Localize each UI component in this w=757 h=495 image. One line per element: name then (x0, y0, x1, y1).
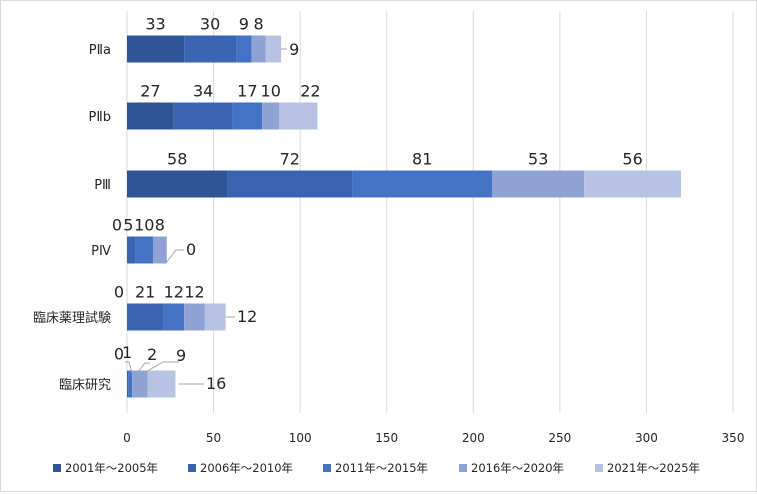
data-label-1-3: 10 (261, 82, 281, 101)
legend: 2001年～2005年 2006年～2010年 2011年～2015年 2016年～2… (53, 461, 700, 475)
bar-segment-0-3 (251, 35, 266, 63)
category-label-5: 臨床研究 (59, 378, 111, 393)
data-label-2-3: 53 (528, 150, 548, 169)
data-label-0-4: 9 (289, 40, 299, 59)
category-label-4: 臨床薬理試験 (33, 310, 111, 326)
category-label-1: PⅡb (89, 110, 112, 125)
data-label-2-4: 56 (622, 150, 642, 169)
bar-segment-2-2 (352, 170, 493, 198)
data-label-3-3: 8 (155, 216, 165, 235)
data-label-1-2: 17 (237, 82, 257, 101)
legend-swatch-2 (323, 464, 331, 472)
data-label-1-4: 22 (300, 82, 320, 101)
bar-segment-1-0 (127, 102, 174, 130)
bar-segment-2-4 (584, 170, 682, 198)
legend-swatch-0 (53, 464, 61, 472)
legend-label-3: 2016年～2020年 (471, 461, 564, 475)
category-label-0: PⅡa (89, 43, 111, 58)
x-tick-label-100: 100 (289, 431, 312, 445)
legend-label-0: 2001年～2005年 (65, 461, 158, 475)
bar-segment-4-1 (127, 303, 164, 331)
bar-segment-4-2 (163, 303, 185, 331)
data-label-4-4: 12 (237, 307, 257, 326)
data-label-0-2: 9 (239, 15, 249, 34)
gridlines (126, 11, 734, 413)
bar-segment-5-2 (128, 370, 133, 398)
data-label-5-2: 2 (147, 345, 157, 364)
data-label-1-1: 34 (193, 82, 213, 101)
x-tick-label-350: 350 (722, 431, 745, 445)
data-label-3-0: 0 (112, 216, 122, 235)
bar-segment-5-1 (127, 370, 129, 398)
legend-label-1: 2006年～2010年 (200, 461, 293, 475)
data-label-4-2: 12 (164, 283, 184, 302)
data-label-4-3: 12 (184, 283, 204, 302)
legend-item-2: 2011年～2015年 (323, 461, 428, 475)
legend-swatch-3 (459, 464, 467, 472)
category-label-2: PⅢ (94, 178, 111, 193)
legend-swatch-1 (188, 464, 196, 472)
bar-segment-0-1 (184, 35, 237, 63)
bar-segment-5-4 (147, 370, 176, 398)
data-label-5-1: 1 (122, 343, 132, 362)
data-label-1-0: 27 (140, 82, 160, 101)
legend-item-1: 2006年～2010年 (188, 461, 293, 475)
legend-item-3: 2016年～2020年 (459, 461, 564, 475)
tick-labels: 0 50 100 150 200 250 300 350 (123, 431, 744, 445)
x-tick-label-0: 0 (123, 431, 131, 445)
data-label-4-0: 0 (114, 283, 124, 302)
bar-segment-1-3 (262, 102, 280, 130)
data-label-2-0: 58 (167, 150, 187, 169)
data-label-2-2: 81 (412, 150, 432, 169)
data-label-4-1: 21 (135, 283, 155, 302)
bar-segment-5-3 (132, 370, 148, 398)
data-label-3-1: 5 (123, 216, 133, 235)
bar-segment-3-1 (127, 236, 136, 264)
bar-segment-2-0 (127, 170, 228, 198)
leader-line-5-3 (143, 361, 179, 374)
x-tick-label-150: 150 (375, 431, 398, 445)
legend-item-4: 2021年～2025年 (595, 461, 700, 475)
bar-segment-4-4 (204, 303, 226, 331)
x-tick-label-250: 250 (548, 431, 571, 445)
bar-segment-0-4 (265, 35, 282, 63)
data-label-2-1: 72 (280, 150, 300, 169)
data-label-5-3: 9 (176, 346, 186, 365)
legend-label-4: 2021年～2025年 (607, 461, 700, 475)
data-label-5-0: 0 (114, 345, 124, 364)
bar-segment-1-1 (173, 102, 233, 130)
data-label-0-1: 30 (200, 15, 220, 34)
bar-segment-1-4 (279, 102, 318, 130)
leader-lines (125, 48, 288, 385)
data-label-0-0: 33 (145, 15, 165, 34)
x-tick-label-300: 300 (635, 431, 658, 445)
bar-segment-2-1 (227, 170, 353, 198)
x-tick-label-200: 200 (462, 431, 485, 445)
legend-item-0: 2001年～2005年 (53, 461, 158, 475)
bars (127, 35, 682, 398)
data-label-3-4: 0 (186, 240, 196, 259)
category-label-3: PⅣ (91, 244, 111, 259)
leader-line-5-2 (136, 362, 150, 374)
legend-label-2: 2011年～2015年 (335, 461, 428, 475)
bar-segment-2-3 (492, 170, 585, 198)
leader-line-3-4 (165, 249, 184, 264)
leader-line-5-1 (125, 361, 133, 374)
data-label-3-2: 10 (134, 216, 154, 235)
bar-segment-0-2 (236, 35, 252, 63)
bar-segment-3-3 (152, 236, 167, 264)
data-label-5-4: 16 (206, 374, 226, 393)
bar-segment-0-0 (127, 35, 185, 63)
x-tick-label-50: 50 (206, 431, 221, 445)
bar-segment-1-2 (232, 102, 263, 130)
legend-swatch-4 (595, 464, 603, 472)
bar-segment-4-3 (184, 303, 205, 331)
data-label-0-3: 8 (253, 15, 263, 34)
bar-segment-3-2 (135, 236, 153, 264)
